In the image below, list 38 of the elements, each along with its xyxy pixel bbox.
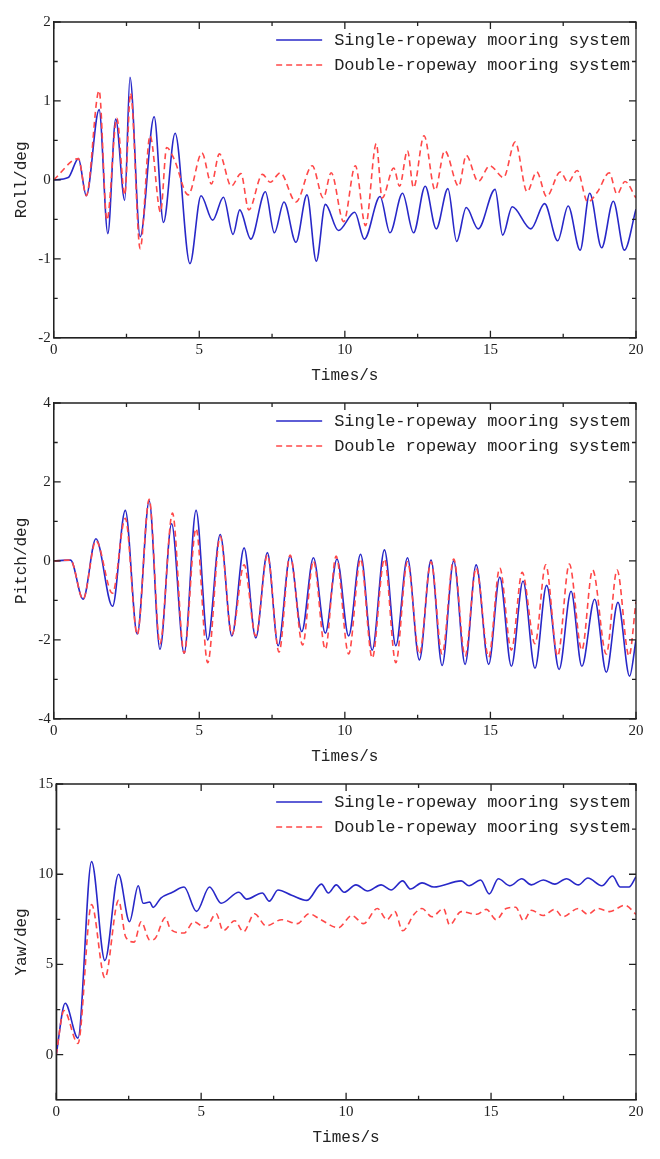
x-tick-label: 5 [197, 1102, 205, 1119]
y-tick-label: -2 [38, 630, 51, 647]
legend-label: Double-ropeway mooring system [334, 817, 631, 837]
legend-label: Double ropeway mooring system [334, 436, 631, 456]
y-axis-title: Roll/deg [12, 141, 31, 219]
legend-label: Single-ropeway mooring system [334, 411, 631, 431]
legend-label: Double-ropeway mooring system [334, 55, 631, 75]
x-axis-title: Times/s [311, 747, 379, 766]
x-tick-label: 10 [337, 721, 353, 738]
y-tick-label: -2 [38, 328, 51, 345]
x-axis-title: Times/s [312, 1128, 380, 1147]
y-tick-label: 4 [43, 393, 52, 410]
x-tick-label: 20 [628, 1102, 644, 1119]
y-tick-label: 1 [43, 91, 51, 108]
y-tick-label: 10 [38, 865, 54, 882]
x-tick-label: 5 [195, 340, 204, 357]
y-tick-label: 5 [45, 955, 54, 972]
legend-label: Single-ropeway mooring system [334, 792, 631, 812]
y-axis-title: Pitch/deg [12, 517, 31, 605]
x-tick-label: 10 [338, 1102, 354, 1119]
x-tick-label: 10 [337, 340, 353, 357]
x-tick-label: 15 [483, 1102, 499, 1119]
x-tick-label: 20 [628, 721, 644, 738]
x-tick-label: 5 [195, 721, 204, 738]
y-tick-label: 2 [43, 12, 51, 29]
x-axis-title: Times/s [311, 366, 379, 385]
x-tick-label: 20 [628, 340, 644, 357]
x-tick-label: 15 [482, 340, 498, 357]
y-tick-label: -4 [38, 709, 52, 726]
y-tick-label: 2 [43, 472, 51, 489]
y-tick-label: 15 [38, 774, 54, 791]
y-tick-label: -1 [38, 249, 51, 266]
y-tick-label: 0 [43, 170, 51, 187]
y-tick-label: 0 [43, 551, 51, 568]
x-tick-label: 15 [482, 721, 498, 738]
y-axis-title: Yaw/deg [12, 908, 31, 976]
legend-label: Single-ropeway mooring system [334, 30, 631, 50]
y-tick-label: 0 [45, 1045, 54, 1062]
